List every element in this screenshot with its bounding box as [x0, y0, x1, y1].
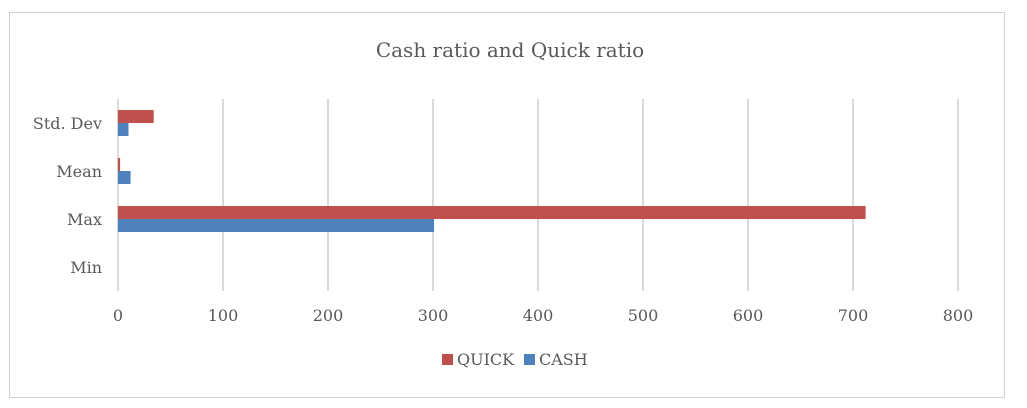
x-tick-label: 400 [523, 306, 554, 325]
category-label: Mean [56, 162, 102, 181]
legend-swatch-cash [524, 354, 535, 365]
category-label: Max [67, 210, 102, 229]
category-label: Min [70, 258, 102, 277]
bar-cash-max [118, 219, 435, 232]
bar-cash-std-dev [118, 123, 129, 136]
legend-label-cash: CASH [539, 350, 588, 369]
gridlines [117, 99, 959, 291]
bar-quick-max [118, 206, 866, 219]
bar-chart: Cash ratio and Quick ratio 0 100 200 300 400… [33, 38, 973, 369]
legend-swatch-quick [442, 354, 453, 365]
x-tick-label: 700 [838, 306, 869, 325]
category-labels: Min Max Mean Std. Dev [33, 114, 102, 277]
x-tick-label: 300 [418, 306, 449, 325]
bars [118, 110, 866, 232]
legend: QUICK CASH [442, 350, 588, 369]
chart-title: Cash ratio and Quick ratio [376, 38, 644, 62]
x-tick-label: 0 [113, 306, 123, 325]
legend-label-quick: QUICK [457, 350, 515, 369]
chart-frame: Cash ratio and Quick ratio 0 100 200 300 400… [9, 12, 1005, 398]
x-tick-label: 200 [313, 306, 344, 325]
bar-quick-mean [118, 158, 121, 171]
x-tick-labels: 0 100 200 300 400 500 600 700 800 [113, 306, 973, 325]
bar-quick-std-dev [118, 110, 154, 123]
x-tick-label: 600 [733, 306, 764, 325]
x-tick-label: 800 [943, 306, 974, 325]
x-tick-label: 100 [208, 306, 239, 325]
bar-cash-mean [118, 171, 131, 184]
x-tick-label: 500 [628, 306, 659, 325]
category-label: Std. Dev [33, 114, 102, 133]
